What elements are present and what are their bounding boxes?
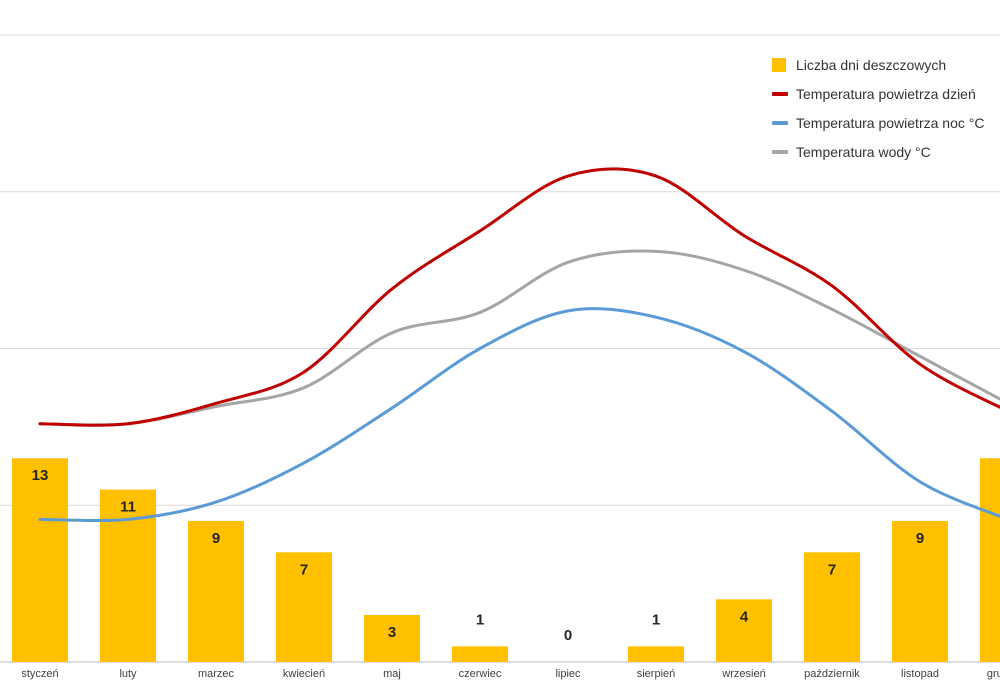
x-tick-label: sierpień — [637, 668, 676, 680]
temperature-lines — [38, 167, 1000, 523]
bar-value-label: 9 — [916, 530, 924, 547]
x-tick-label: marzec — [198, 668, 235, 680]
bar — [804, 552, 860, 662]
bar-value-label: 7 — [828, 561, 836, 578]
bar-value-label: 11 — [120, 499, 136, 516]
x-tick-label: luty — [119, 668, 137, 680]
x-tick-label: styczeń — [21, 668, 58, 680]
x-tick-label: kwiecień — [283, 668, 325, 680]
bar — [716, 599, 772, 662]
bar-value-label: 4 — [740, 608, 749, 625]
bar-value-label: 0 — [564, 627, 572, 644]
bar-value-label: 1 — [652, 611, 660, 628]
air-temp-day-line — [38, 167, 1000, 427]
legend-item-water-temp: Temperatura wody °C — [772, 137, 984, 166]
legend-swatch — [772, 120, 788, 125]
bar-value-label: 13 — [32, 467, 49, 484]
bar-value-labels: 131197310147913 — [32, 467, 1000, 644]
legend: Liczba dni deszczowych Temperatura powie… — [772, 50, 984, 166]
x-tick-label: październik — [804, 668, 860, 680]
legend-swatch — [772, 149, 788, 154]
bar-value-label: 3 — [388, 624, 396, 641]
x-axis-tick-labels: styczeń luty marzec kwiecień maj czerwiec lipi… — [21, 668, 1000, 680]
legend-label: Temperatura powietrza noc °C — [796, 114, 985, 131]
legend-item-rain-days: Liczba dni deszczowych — [772, 50, 984, 79]
bar-value-label: 9 — [212, 530, 220, 547]
x-tick-label: wrzesień — [721, 668, 765, 680]
legend-label: Temperatura powietrza dzień — [796, 85, 976, 102]
x-tick-label: maj — [383, 668, 401, 680]
water-temp-line — [38, 249, 1000, 427]
legend-swatch — [772, 57, 786, 72]
bar — [980, 458, 1000, 662]
bar — [188, 520, 244, 662]
bar — [364, 614, 420, 662]
x-tick-label: czerwiec — [459, 668, 502, 680]
x-tick-label: lipiec — [555, 668, 581, 680]
bar — [892, 520, 948, 662]
air-temp-night-line — [38, 307, 1000, 523]
rain-bars — [12, 458, 1000, 662]
legend-item-air-temp-night: Temperatura powietrza noc °C — [772, 108, 984, 137]
x-tick-label: listopad — [901, 668, 939, 680]
bar — [628, 646, 684, 662]
legend-swatch — [772, 91, 788, 96]
bar-value-label: 1 — [476, 611, 484, 628]
bar — [276, 552, 332, 662]
legend-item-air-temp-day: Temperatura powietrza dzień — [772, 79, 984, 108]
bar-value-label: 7 — [300, 561, 308, 578]
x-tick-label: grudzień — [987, 668, 1000, 680]
bar — [452, 646, 508, 662]
bar — [12, 458, 68, 662]
legend-label: Liczba dni deszczowych — [796, 56, 947, 73]
legend-label: Temperatura wody °C — [796, 143, 931, 160]
